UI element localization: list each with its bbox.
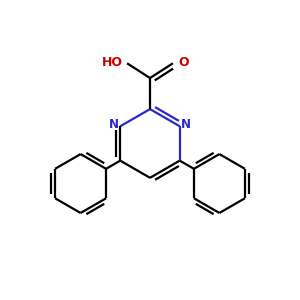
Text: N: N [110,118,119,131]
Text: O: O [178,56,189,69]
Text: N: N [181,118,190,131]
Text: HO: HO [102,56,123,69]
